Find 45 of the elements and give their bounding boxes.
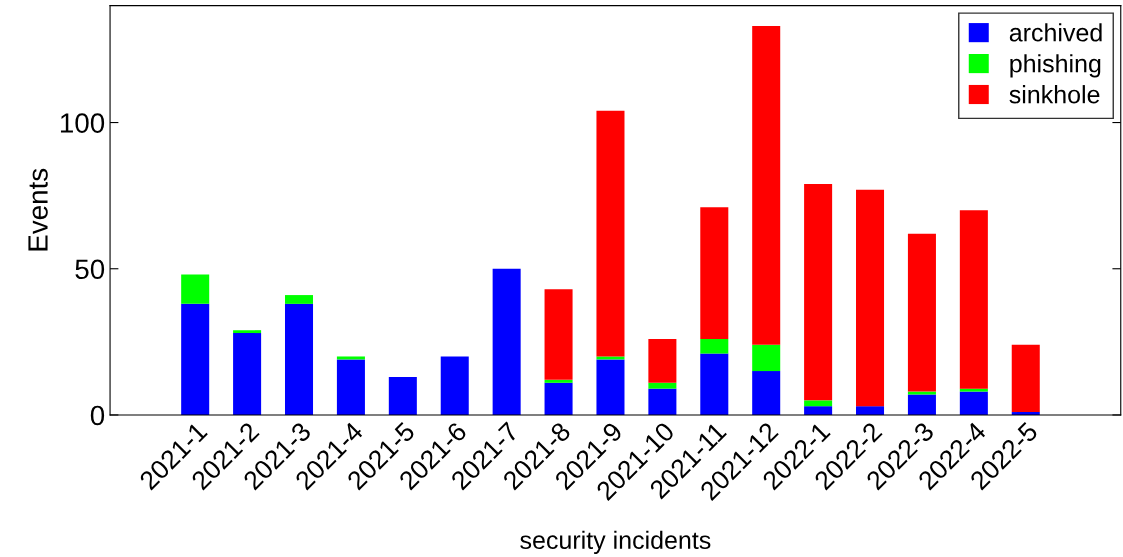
bar — [959, 391, 988, 415]
bar — [959, 388, 988, 392]
bar — [700, 207, 729, 339]
bar — [648, 338, 677, 383]
x-axis-title: security incidents — [520, 530, 711, 554]
bar — [284, 295, 314, 304]
bar — [284, 303, 314, 415]
y-tick-label: 100 — [60, 113, 105, 133]
bar — [700, 338, 729, 354]
bar — [181, 303, 210, 415]
bar — [752, 344, 781, 372]
bar — [336, 359, 365, 415]
bar — [648, 388, 677, 415]
bar — [907, 233, 936, 392]
bar — [804, 400, 833, 407]
bar — [440, 356, 469, 415]
bar — [856, 406, 885, 415]
bar — [181, 274, 210, 304]
bar — [856, 189, 885, 407]
y-axis-title: Events — [28, 168, 48, 251]
bar — [752, 26, 781, 345]
bar — [544, 289, 573, 380]
bar — [544, 382, 573, 415]
legend-label: archived — [1009, 23, 1102, 42]
bar — [336, 356, 365, 360]
bar — [907, 394, 936, 415]
bar — [492, 268, 521, 415]
bar — [233, 330, 262, 334]
bar — [700, 353, 729, 415]
bar — [804, 406, 833, 415]
bar — [596, 359, 625, 415]
y-tick-label: 50 — [75, 259, 105, 280]
bar — [596, 110, 625, 357]
bar — [1011, 344, 1040, 413]
bar — [648, 382, 677, 389]
y-tick-label: 0 — [90, 405, 105, 426]
bar — [596, 356, 625, 360]
legend-label: phishing — [1010, 54, 1101, 78]
legend-label: sinkhole — [1009, 85, 1100, 104]
bar — [544, 379, 573, 383]
bar — [959, 210, 988, 389]
bar — [388, 376, 417, 415]
bar — [233, 333, 262, 415]
bar — [804, 183, 833, 401]
bar — [752, 371, 781, 415]
